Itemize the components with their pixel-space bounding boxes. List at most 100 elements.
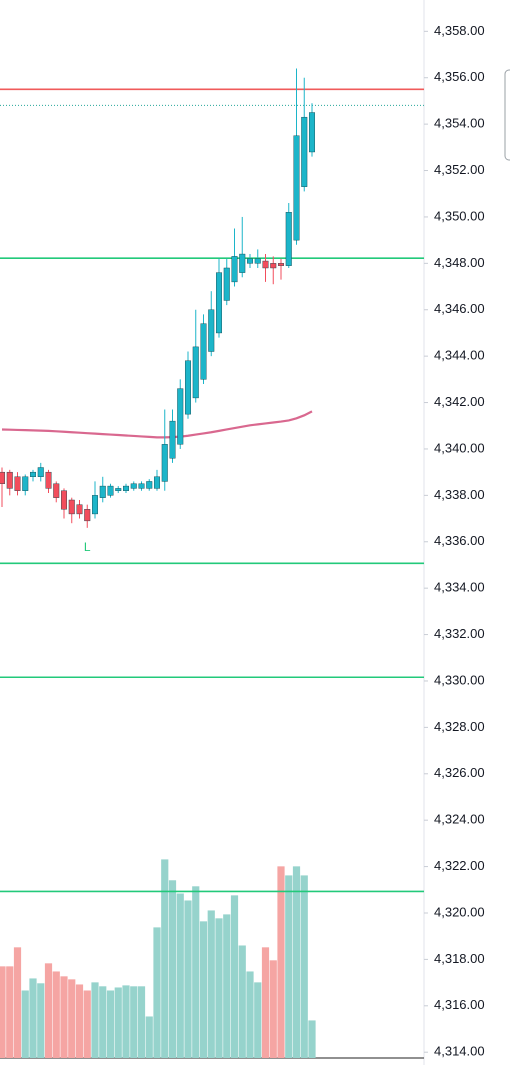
candle-body [37,467,44,477]
volume-bar [168,880,177,1058]
y-tick-label: 4,346.00 [434,301,485,316]
y-tick-label: 4,330.00 [434,672,485,687]
candle-body [177,388,184,445]
y-tick-label: 4,348.00 [434,255,485,270]
candle-body [138,483,145,489]
y-tick-label: 4,358.00 [434,23,485,38]
candle-body [91,495,98,515]
candle-body [192,346,199,399]
candle-body [53,483,60,498]
volume-bar [75,984,84,1058]
y-tick-label: 4,352.00 [434,162,485,177]
y-tick-label: 4,350.00 [434,208,485,223]
volume-bar [21,990,29,1058]
volume-bar [83,990,91,1058]
y-tick-label: 4,356.00 [434,69,485,84]
candle-body [278,263,285,266]
y-tick-label: 4,342.00 [434,394,485,409]
volume-bar [29,978,37,1058]
candle-body [254,258,261,264]
candle-body [270,263,277,269]
candle-body [309,112,316,153]
candle-body [130,483,137,489]
y-tick-label: 4,336.00 [434,533,485,548]
volume-bar [114,987,122,1058]
candle-body [107,485,114,496]
y-tick-label: 4,344.00 [434,348,485,363]
volume-bar [215,918,223,1058]
volume-bar [199,921,208,1058]
volume-bar [261,947,270,1058]
volume-bar [161,859,169,1058]
candle-body [153,476,160,489]
volume-bar [300,875,308,1058]
candle-body [99,485,106,498]
candle-body [262,260,269,269]
volume-bar [145,1016,153,1058]
candle-body [246,258,253,264]
y-tick-label: 4,338.00 [434,487,485,502]
candle-body [61,490,68,510]
candle-body [301,116,308,187]
y-tick-label: 4,316.00 [434,997,485,1012]
volume-bar [60,976,68,1058]
annotation: L [84,540,91,554]
candle-body [239,253,246,273]
volume-bar [269,960,277,1058]
candle-body [0,471,6,484]
candle-body [45,471,52,489]
volume-bar [285,875,293,1058]
candle-body [161,444,168,482]
volume-bar [37,983,45,1058]
volume-bar [238,945,246,1058]
candle-body [223,267,230,301]
y-tick-label: 4,318.00 [434,951,485,966]
volume-bar [184,900,192,1058]
candle-body [122,485,129,491]
candle-body [285,212,292,266]
volume-bar [277,866,285,1058]
volume-bar [246,971,254,1058]
candle-body [6,471,13,489]
candle-body [208,309,215,352]
volume-bar [137,986,146,1058]
y-tick-label: 4,332.00 [434,626,485,641]
volume-bar [308,1020,316,1058]
volume-bar [6,966,14,1058]
candle-body [200,323,207,380]
y-tick-label: 4,334.00 [434,580,485,595]
y-tick-label: 4,322.00 [434,858,485,873]
candle-body [231,256,238,283]
volume-bar [99,986,107,1058]
volume-bar [0,966,6,1058]
volume-bar [13,947,22,1058]
y-tick-label: 4,324.00 [434,812,485,827]
volume-bar [176,893,184,1058]
volume-bar [106,990,115,1058]
volume-bar [130,986,138,1058]
candle-body [76,504,83,515]
candle-body [184,360,191,415]
y-tick-label: 4,354.00 [434,116,485,131]
candle-body [68,499,75,515]
y-tick-label: 4,320.00 [434,904,485,919]
volume-bar [192,886,200,1058]
side-button[interactable] [504,69,510,161]
volume-bar [254,982,262,1058]
volume-bar [52,971,60,1058]
volume-bar [292,866,301,1058]
candle-body [14,476,21,491]
candle-body [84,509,91,522]
volume-bar [230,895,239,1058]
moving-average [1,410,313,439]
volume-bar [44,963,53,1058]
candle-body [146,481,153,489]
volume-bar [153,927,161,1058]
candle-body [215,272,222,334]
candle-body [22,476,29,491]
volume-bar [91,982,99,1058]
candle-body [115,488,122,491]
y-tick-label: 4,326.00 [434,765,485,780]
